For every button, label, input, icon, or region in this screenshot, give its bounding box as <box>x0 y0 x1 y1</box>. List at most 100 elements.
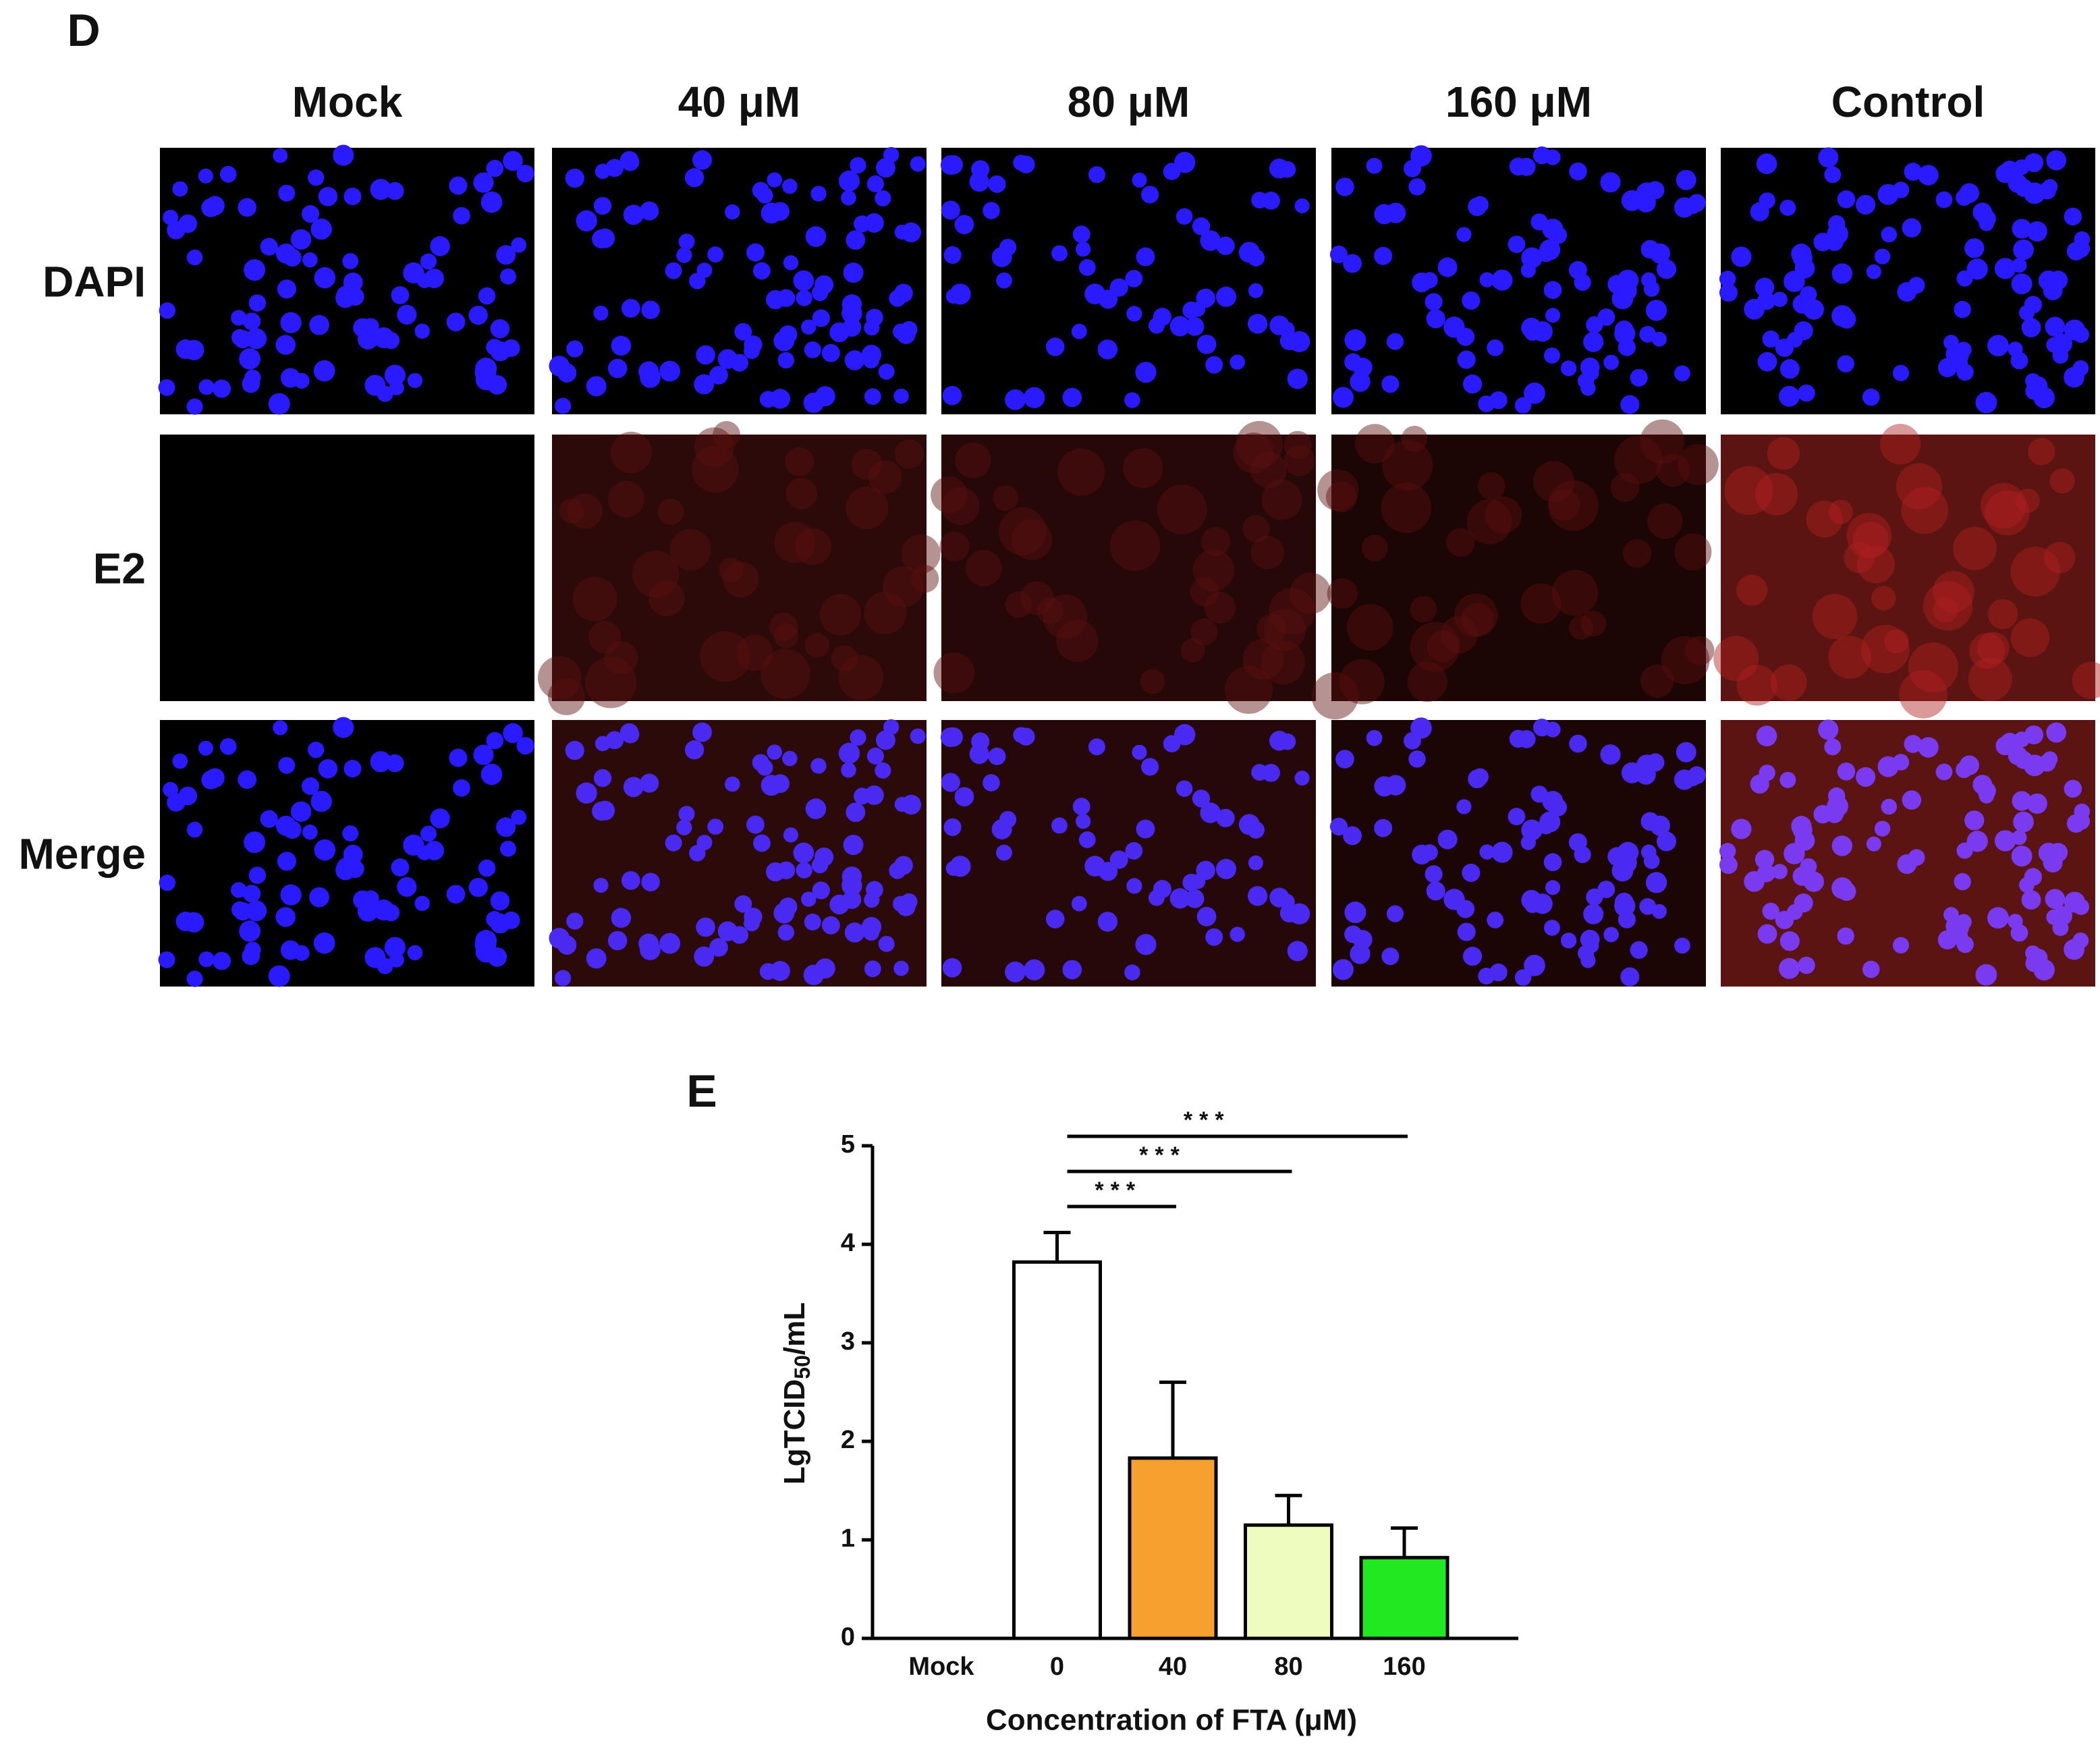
nucleus <box>490 891 510 911</box>
red-signal <box>610 431 653 474</box>
column-header: Control <box>1831 78 1985 126</box>
micrograph-bg <box>552 435 927 701</box>
nucleus <box>557 363 577 383</box>
nucleus <box>1618 338 1636 356</box>
nucleus <box>1877 184 1899 205</box>
nucleus <box>1956 341 1972 358</box>
nucleus <box>1262 191 1280 210</box>
red-signal <box>1446 528 1475 557</box>
nucleus <box>1874 821 1891 837</box>
nucleus <box>1892 937 1910 953</box>
nucleus <box>1676 742 1696 763</box>
nucleus <box>1479 844 1495 860</box>
nucleus <box>1600 744 1621 765</box>
nucleus <box>1182 873 1200 891</box>
nucleus <box>1279 331 1299 351</box>
nucleus <box>313 360 335 382</box>
red-signal <box>1860 625 1910 673</box>
nucleus <box>844 350 865 370</box>
nucleus <box>1813 804 1832 824</box>
red-signal <box>1190 618 1218 646</box>
nucleus <box>231 882 247 898</box>
red-signal <box>794 528 832 565</box>
nucleus <box>970 744 985 760</box>
red-signal <box>700 631 751 682</box>
nucleus <box>1987 335 2009 357</box>
red-signal <box>1879 424 1921 465</box>
nucleus <box>1124 392 1140 408</box>
nucleus <box>184 339 204 360</box>
nucleus <box>1688 766 1706 784</box>
red-signal <box>1968 657 2012 702</box>
nucleus <box>391 286 410 304</box>
y-title-main: LgTCID <box>778 1379 811 1485</box>
nucleus <box>480 763 503 785</box>
nucleus <box>248 866 267 884</box>
nucleus <box>1514 969 1532 986</box>
nucleus <box>773 902 795 924</box>
nucleus <box>1005 961 1026 982</box>
red-signal <box>2010 547 2061 597</box>
nucleus <box>854 787 871 805</box>
nucleus <box>487 375 507 395</box>
red-signal <box>851 449 883 480</box>
nucleus <box>1719 843 1736 860</box>
nucleus <box>1200 230 1221 251</box>
nucleus <box>1837 310 1856 329</box>
nucleus <box>970 172 985 188</box>
red-signal <box>2010 618 2050 657</box>
nucleus <box>1509 729 1528 748</box>
nucleus <box>893 960 909 976</box>
red-signal <box>1884 629 1909 654</box>
nucleus <box>487 947 507 967</box>
red-signal <box>1846 513 1892 559</box>
nucleus <box>1569 734 1587 753</box>
nucleus <box>1641 272 1657 288</box>
nucleus <box>988 747 1006 765</box>
nucleus <box>1410 145 1432 167</box>
nucleus <box>1545 880 1561 895</box>
nucleus <box>1185 316 1205 336</box>
nucleus <box>416 273 433 288</box>
nucleus <box>333 144 354 166</box>
nucleus <box>804 913 821 931</box>
nucleus <box>314 267 336 289</box>
nucleus <box>805 226 827 247</box>
red-signal <box>1361 534 1388 561</box>
red-signal <box>1290 572 1331 614</box>
nucleus <box>2012 219 2032 239</box>
nucleus <box>1024 387 1045 408</box>
nucleus <box>1457 922 1476 941</box>
nucleus <box>1457 350 1476 369</box>
nucleus <box>1937 358 1958 378</box>
nucleus <box>1196 906 1217 926</box>
nucleus <box>783 827 799 843</box>
nucleus <box>302 205 320 223</box>
nucleus <box>2026 793 2047 814</box>
nucleus <box>1778 385 1800 407</box>
nucleus <box>1140 186 1159 204</box>
nucleus <box>1126 306 1142 322</box>
micrograph <box>931 420 1331 714</box>
nucleus <box>1489 963 1508 982</box>
significance-label: *** <box>1095 1178 1142 1203</box>
nucleus <box>875 190 891 206</box>
nucleus <box>1524 897 1541 914</box>
red-signal <box>567 493 603 529</box>
red-signal <box>883 566 924 607</box>
nucleus <box>1471 768 1489 786</box>
nucleus <box>244 259 266 281</box>
nucleus <box>201 198 221 217</box>
nucleus <box>576 210 597 231</box>
nucleus <box>1656 259 1677 279</box>
red-signal <box>894 439 924 469</box>
nucleus <box>1542 219 1564 240</box>
red-signal <box>846 487 889 530</box>
nucleus <box>2010 924 2028 942</box>
nucleus <box>1125 269 1143 287</box>
nucleus <box>1779 359 1800 379</box>
nucleus <box>186 249 203 266</box>
nucleus <box>707 246 724 263</box>
nucleus <box>1719 271 1736 287</box>
nucleus <box>804 341 821 358</box>
